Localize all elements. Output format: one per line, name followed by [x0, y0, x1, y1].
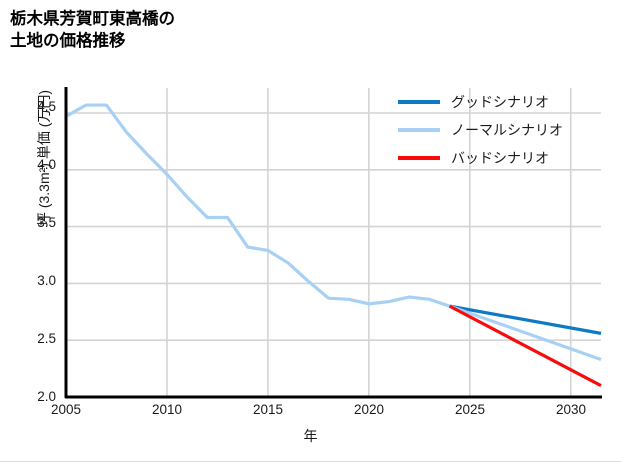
y-tick-label: 3.5 [37, 215, 56, 230]
y-tick-label: 2.5 [37, 331, 56, 346]
series-line [448, 304, 602, 388]
x-tick-label: 2015 [252, 402, 284, 417]
series-line [449, 304, 602, 362]
y-tick-label: 4.0 [37, 157, 56, 172]
x-tick-label: 2025 [454, 402, 486, 417]
legend: グッドシナリオ ノーマルシナリオ バッドシナリオ [398, 92, 563, 167]
y-tick-label: 4.5 [37, 99, 56, 114]
legend-item-good: グッドシナリオ [398, 92, 563, 111]
series-line [449, 304, 602, 335]
legend-swatch-bad-icon [398, 155, 440, 160]
x-tick-label: 2005 [50, 402, 82, 417]
legend-item-bad: バッドシナリオ [398, 148, 563, 167]
x-tick-label: 2020 [353, 402, 385, 417]
legend-swatch-good-icon [398, 99, 440, 104]
legend-label-good: グッドシナリオ [451, 93, 549, 110]
series-line [65, 103, 451, 308]
y-tick-label: 3.0 [37, 273, 56, 288]
chart-title: 栃木県芳賀町東高橋の 土地の価格推移 [10, 10, 175, 51]
bottom-divider [0, 461, 621, 462]
legend-swatch-normal-icon [398, 127, 440, 132]
legend-label-normal: ノーマルシナリオ [451, 121, 563, 138]
x-tick-label: 2010 [151, 402, 183, 417]
x-tick-label: 2030 [555, 402, 587, 417]
y-tick-label: 2.0 [37, 389, 56, 404]
legend-label-bad: バッドシナリオ [451, 149, 549, 166]
x-axis-label: 年 [303, 428, 318, 444]
legend-item-normal: ノーマルシナリオ [398, 120, 563, 139]
